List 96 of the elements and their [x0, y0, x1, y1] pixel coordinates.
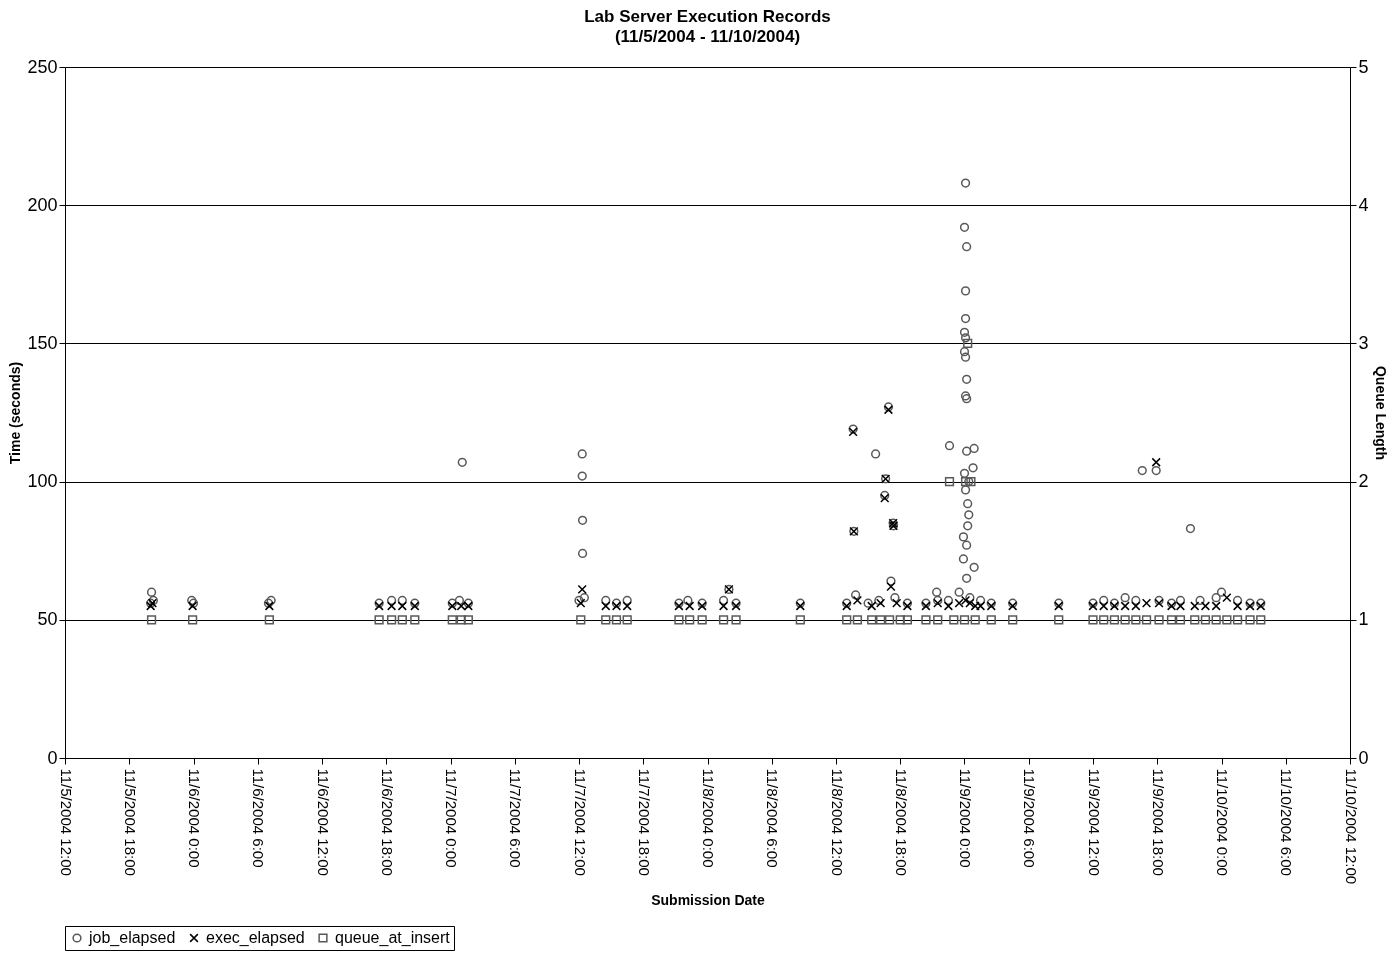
x-tick-label: 11/9/2004 6:00 [1021, 768, 1039, 868]
y-tick-label: 50 [37, 609, 58, 630]
point [933, 615, 943, 625]
point [1256, 615, 1266, 625]
x-tick-label: 11/6/2004 0:00 [186, 768, 203, 868]
y2-tick-label: 0 [1358, 747, 1369, 768]
point [852, 615, 863, 625]
point [1232, 615, 1243, 625]
point [1166, 615, 1177, 625]
point [374, 615, 384, 625]
point [410, 615, 420, 625]
point [697, 615, 707, 625]
x-tick-label: 11/7/2004 0:00 [443, 768, 460, 868]
point [674, 615, 684, 625]
point [867, 615, 877, 625]
point [884, 615, 895, 625]
x-tick-label: 11/9/2004 12:00 [1085, 768, 1103, 876]
point [1008, 615, 1018, 625]
point [959, 615, 970, 625]
point [456, 615, 466, 625]
y-tick-label: 200 [27, 194, 58, 215]
point [963, 338, 973, 349]
chart-title: Lab Server Execution Records [584, 7, 831, 26]
y2-axis-title: Queue Length [1372, 365, 1389, 461]
x-tick-label: 11/7/2004 6:00 [507, 768, 525, 868]
x-tick-label: 11/6/2004 18:00 [378, 768, 396, 876]
x-axis-title: Submission Date [651, 892, 765, 909]
point [795, 615, 805, 625]
legend-label: job_elapsed [88, 929, 176, 947]
point [970, 615, 980, 625]
point [187, 615, 198, 625]
point [1054, 615, 1064, 625]
x-tick-label: 11/8/2004 18:00 [892, 768, 910, 876]
x-tick-label: 11/7/2004 12:00 [571, 768, 589, 876]
point [397, 615, 407, 625]
point [902, 615, 913, 625]
y2-tick-label: 2 [1358, 471, 1369, 492]
x-tick-label: 11/8/2004 6:00 [764, 768, 782, 868]
point [921, 615, 931, 625]
point [1120, 615, 1130, 625]
y-axis-title: Time (seconds) [7, 361, 24, 465]
point [685, 615, 695, 625]
point [895, 615, 905, 625]
x-tick-label: 11/8/2004 0:00 [700, 768, 717, 868]
x-tick-label: 11/8/2004 12:00 [828, 768, 846, 876]
point [1245, 615, 1255, 625]
point [718, 615, 729, 625]
legend-label: queue_at_insert [335, 929, 451, 947]
point [1131, 615, 1141, 625]
chart-subtitle: (11/5/2004 - 11/10/2004) [614, 27, 801, 46]
point [1222, 615, 1232, 625]
point [1154, 615, 1164, 625]
point [611, 615, 622, 625]
y2-tick-label: 1 [1358, 609, 1369, 630]
point [447, 615, 457, 625]
x-tick-label: 11/6/2004 12:00 [314, 768, 332, 876]
point [876, 615, 886, 625]
y-tick-label: 150 [27, 332, 58, 353]
x-tick-label: 11/5/2004 12:00 [57, 768, 75, 876]
point [146, 615, 157, 625]
x-tick-label: 11/10/2004 6:00 [1278, 768, 1296, 876]
point [601, 615, 611, 625]
x-tick-label: 11/10/2004 0:00 [1214, 768, 1231, 876]
point [960, 476, 971, 487]
point [1109, 615, 1120, 625]
point [842, 615, 852, 625]
point [1175, 615, 1186, 625]
y2-tick-label: 3 [1358, 332, 1369, 353]
point [463, 615, 473, 625]
x-tick-label: 11/6/2004 6:00 [250, 768, 268, 868]
x-tick-label: 11/9/2004 0:00 [957, 768, 974, 868]
y2-tick-label: 4 [1358, 194, 1369, 215]
point [1088, 615, 1098, 625]
point [1211, 615, 1221, 625]
point [1099, 615, 1109, 625]
y2-tick-label: 5 [1358, 56, 1369, 77]
point [1141, 615, 1152, 625]
x-tick-label: 11/5/2004 18:00 [121, 768, 139, 876]
x-tick-label: 11/10/2004 12:00 [1342, 768, 1360, 885]
point [944, 476, 955, 487]
point [1200, 615, 1211, 625]
point [1190, 615, 1200, 625]
point [264, 615, 274, 625]
y-tick-label: 250 [27, 56, 58, 77]
point [949, 615, 959, 625]
y-tick-label: 100 [27, 471, 58, 492]
point [386, 615, 397, 625]
x-tick-label: 11/9/2004 18:00 [1149, 768, 1167, 876]
legend-label: exec_elapsed [206, 929, 305, 947]
x-tick-label: 11/7/2004 18:00 [635, 768, 653, 876]
point [731, 615, 741, 625]
point [966, 476, 976, 487]
point [986, 615, 996, 625]
point [576, 615, 586, 625]
y-tick-label: 0 [47, 747, 58, 768]
point [622, 615, 632, 625]
